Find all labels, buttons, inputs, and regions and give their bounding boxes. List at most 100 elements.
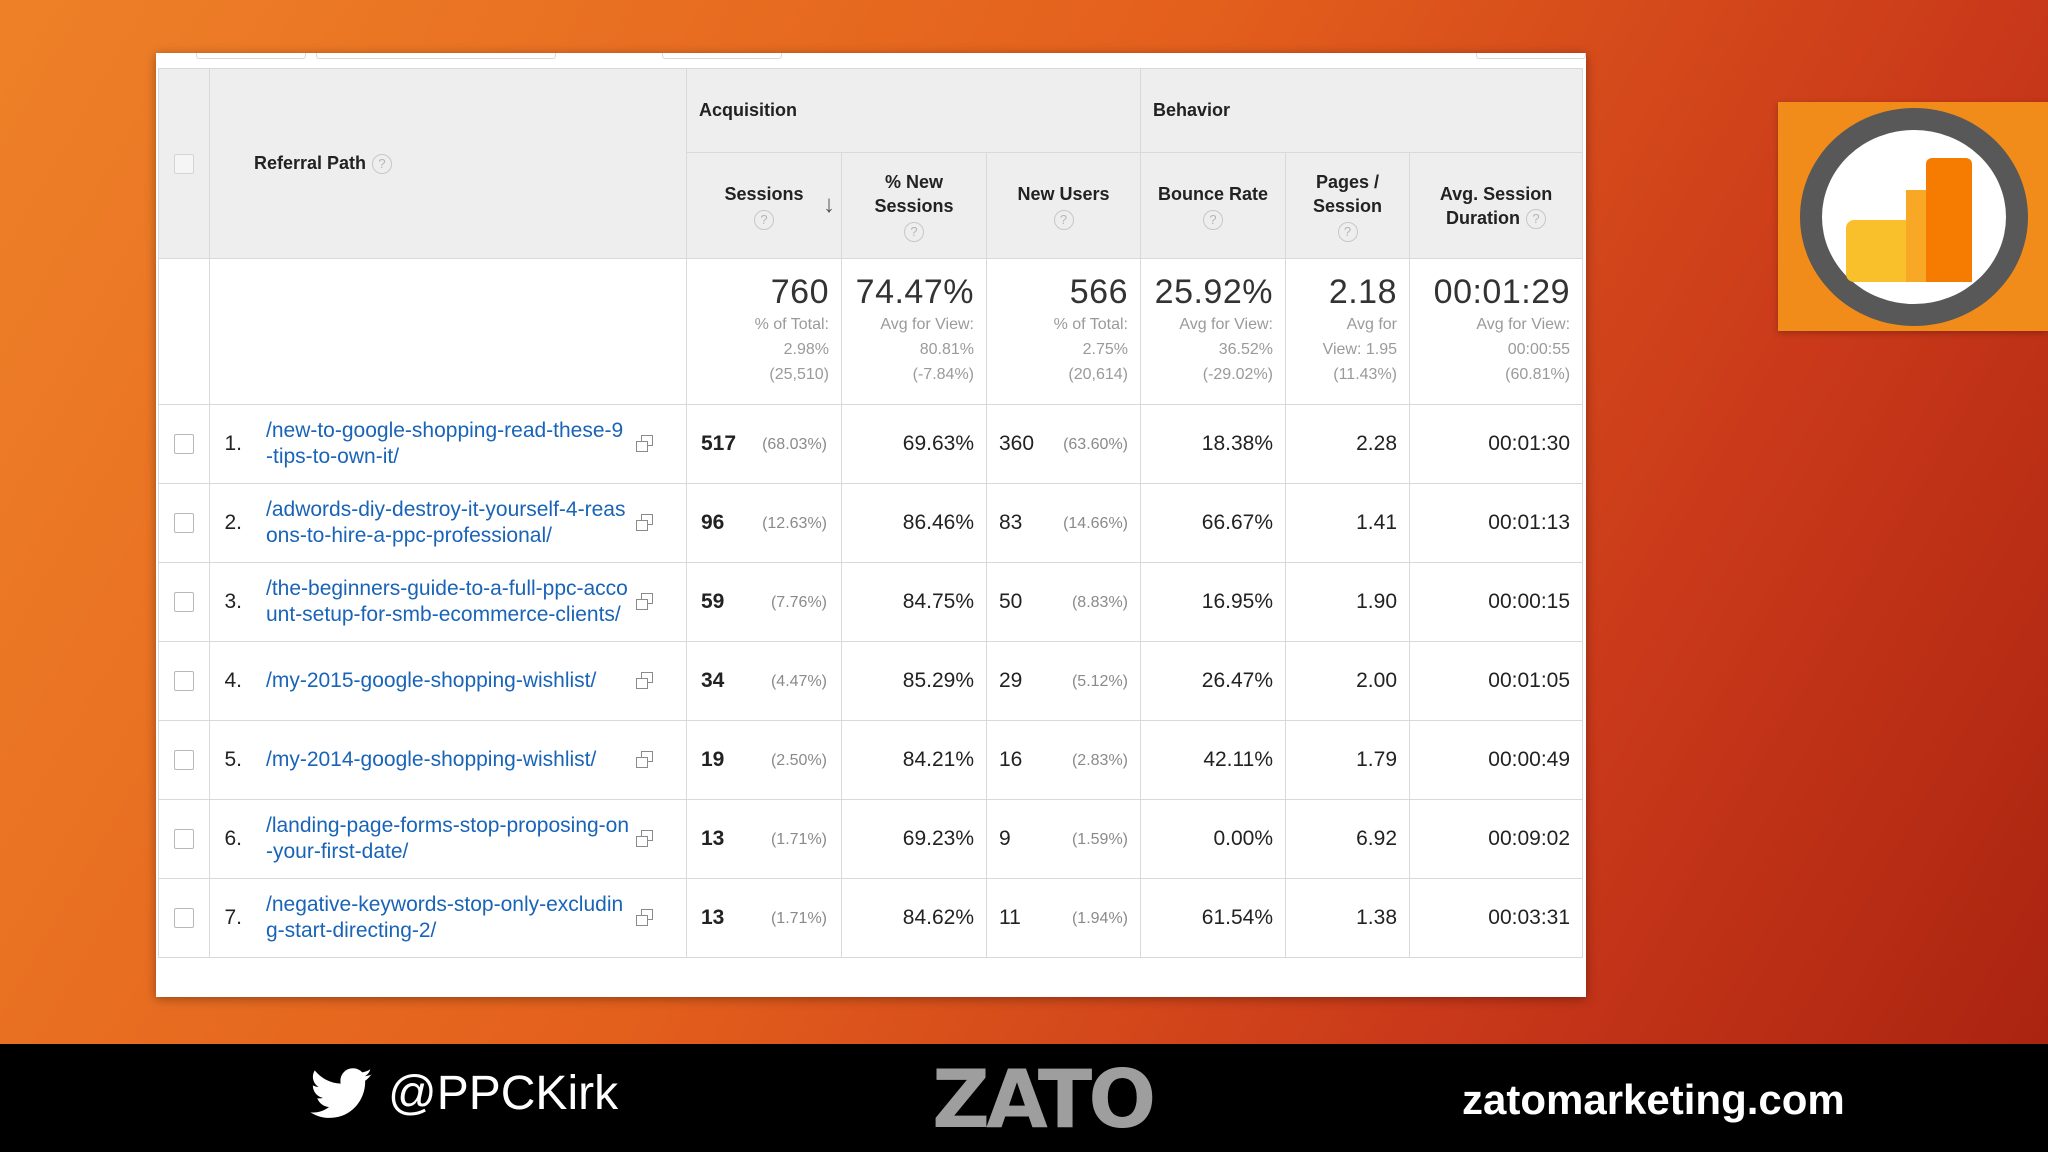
pages-label-line1: Pages / xyxy=(1315,171,1380,192)
sessions-percent: (68.03%) xyxy=(762,436,827,453)
avg-session-duration-header[interactable]: Avg. Session Duration? xyxy=(1408,152,1584,259)
row-checkbox[interactable] xyxy=(174,750,194,771)
open-external-icon[interactable] xyxy=(634,591,656,613)
row-checkbox[interactable] xyxy=(174,829,194,850)
new-users-value: 29 xyxy=(999,669,1023,692)
new-users-header[interactable]: New Users ? xyxy=(986,152,1141,259)
pages-session-cell: 2.00 xyxy=(1285,641,1410,721)
sessions-cell: 19 (2.50%) xyxy=(686,720,842,800)
total-sub: Avg for xyxy=(1346,316,1397,333)
pct-new-label-line1: % New xyxy=(884,171,944,192)
help-icon[interactable]: ? xyxy=(754,209,774,230)
pages-session-cell: 6.92 xyxy=(1285,799,1410,879)
avg-duration-cell: 00:01:30 xyxy=(1408,404,1584,484)
row-checkbox[interactable] xyxy=(174,908,194,929)
sessions-value: 19 xyxy=(701,748,725,771)
total-new-users: 566 % of Total: 2.75% (20,614) xyxy=(986,258,1141,405)
pages-session-header[interactable]: Pages / Session ? xyxy=(1285,152,1410,259)
bounce-rate-cell: 16.95% xyxy=(1140,562,1286,642)
row-select-cell xyxy=(158,878,210,958)
open-external-icon[interactable] xyxy=(634,670,656,692)
pct-new-sessions-cell: 84.62% xyxy=(841,878,987,958)
duration-label-line2: Duration xyxy=(1446,207,1521,228)
row-checkbox[interactable] xyxy=(174,592,194,613)
table-row: 5. /my-2014-google-shopping-wishlist/ 19… xyxy=(158,720,1584,800)
total-sub: % of Total: xyxy=(1053,316,1128,333)
row-select-cell xyxy=(158,720,210,800)
footer-bar: @PPCKirk ZATO zatomarketing.com xyxy=(0,1044,2048,1152)
referral-report-table: Referral Path? Acquisition Behavior Sess… xyxy=(158,68,1584,958)
new-users-cell: 50 (8.83%) xyxy=(986,562,1141,642)
sessions-value: 34 xyxy=(701,669,725,692)
totals-empty-cell xyxy=(158,258,210,405)
open-external-icon[interactable] xyxy=(634,433,656,455)
referral-path-link[interactable]: /adwords-diy-destroy-it-yourself-4-reaso… xyxy=(266,498,626,547)
row-select-cell xyxy=(158,483,210,563)
row-checkbox[interactable] xyxy=(174,513,194,534)
bounce-rate-header[interactable]: Bounce Rate ? xyxy=(1140,152,1286,259)
row-number: 4. xyxy=(224,669,242,692)
help-icon[interactable]: ? xyxy=(1053,209,1074,230)
new-users-value: 11 xyxy=(999,906,1021,929)
pct-new-sessions-cell: 84.21% xyxy=(841,720,987,800)
open-external-icon[interactable] xyxy=(634,512,656,534)
pct-new-sessions-header[interactable]: % New Sessions ? xyxy=(841,152,987,259)
pages-session-cell: 1.90 xyxy=(1285,562,1410,642)
row-number: 5. xyxy=(224,748,242,771)
sessions-value: 517 xyxy=(701,432,737,455)
total-sub: 80.81% xyxy=(919,341,974,358)
new-users-cell: 83 (14.66%) xyxy=(986,483,1141,563)
total-value: 566 xyxy=(1069,273,1128,311)
referral-path-link[interactable]: /my-2015-google-shopping-wishlist/ xyxy=(266,669,597,692)
total-sub: (11.43%) xyxy=(1333,366,1397,383)
open-external-icon[interactable] xyxy=(634,907,656,929)
select-all-checkbox[interactable] xyxy=(174,154,194,175)
pct-new-label-line2: Sessions xyxy=(874,195,954,216)
new-users-value: 360 xyxy=(999,432,1035,455)
referral-path-cell: 6. /landing-page-forms-stop-proposing-on… xyxy=(209,799,687,879)
referral-path-link[interactable]: /my-2014-google-shopping-wishlist/ xyxy=(266,748,597,771)
total-sub: Avg for View: xyxy=(880,316,974,333)
sessions-percent: (7.76%) xyxy=(770,594,827,611)
analytics-report-card: Referral Path? Acquisition Behavior Sess… xyxy=(156,53,1586,997)
total-value: 74.47% xyxy=(855,273,974,311)
row-checkbox[interactable] xyxy=(174,434,194,455)
referral-path-cell: 5. /my-2014-google-shopping-wishlist/ xyxy=(209,720,687,800)
referral-path-header[interactable]: Referral Path? xyxy=(209,68,687,259)
total-value: 00:01:29 xyxy=(1433,273,1571,311)
bounce-rate-cell: 26.47% xyxy=(1140,641,1286,721)
total-value: 2.18 xyxy=(1328,273,1397,311)
referral-path-link[interactable]: /the-beginners-guide-to-a-full-ppc-accou… xyxy=(266,577,628,626)
bounce-rate-cell: 42.11% xyxy=(1140,720,1286,800)
open-external-icon[interactable] xyxy=(634,828,656,850)
sessions-header[interactable]: Sessions ? ↓ xyxy=(686,152,842,259)
sessions-percent: (1.71%) xyxy=(770,831,827,848)
referral-path-link[interactable]: /landing-page-forms-stop-proposing-on-yo… xyxy=(266,814,630,863)
pages-session-cell: 2.28 xyxy=(1285,404,1410,484)
help-icon[interactable]: ? xyxy=(372,154,393,175)
sessions-cell: 59 (7.76%) xyxy=(686,562,842,642)
help-icon[interactable]: ? xyxy=(1337,221,1358,242)
sort-descending-icon[interactable]: ↓ xyxy=(823,191,835,218)
total-sub: (-7.84%) xyxy=(912,366,974,383)
open-external-icon[interactable] xyxy=(634,749,656,771)
sessions-cell: 13 (1.71%) xyxy=(686,799,842,879)
bounce-rate-cell: 66.67% xyxy=(1140,483,1286,563)
help-icon[interactable]: ? xyxy=(1203,209,1223,230)
help-icon[interactable]: ? xyxy=(904,221,924,242)
table-row: 2. /adwords-diy-destroy-it-yourself-4-re… xyxy=(158,483,1584,563)
new-users-cell: 11 (1.94%) xyxy=(986,878,1141,958)
avg-duration-cell: 00:00:15 xyxy=(1408,562,1584,642)
total-bounce-rate: 25.92% Avg for View: 36.52% (-29.02%) xyxy=(1140,258,1286,405)
row-checkbox[interactable] xyxy=(174,671,194,692)
pct-new-sessions-cell: 69.23% xyxy=(841,799,987,879)
bounce-rate-label: Bounce Rate xyxy=(1157,183,1269,204)
referral-path-link[interactable]: /negative-keywords-stop-only-excluding-s… xyxy=(266,893,624,942)
sessions-cell: 517 (68.03%) xyxy=(686,404,842,484)
bounce-rate-cell: 18.38% xyxy=(1140,404,1286,484)
help-icon[interactable]: ? xyxy=(1526,208,1547,229)
referral-path-link[interactable]: /new-to-google-shopping-read-these-9-tip… xyxy=(266,419,624,468)
row-number: 2. xyxy=(224,511,242,534)
sessions-percent: (12.63%) xyxy=(762,515,827,532)
bounce-rate-cell: 0.00% xyxy=(1140,799,1286,879)
